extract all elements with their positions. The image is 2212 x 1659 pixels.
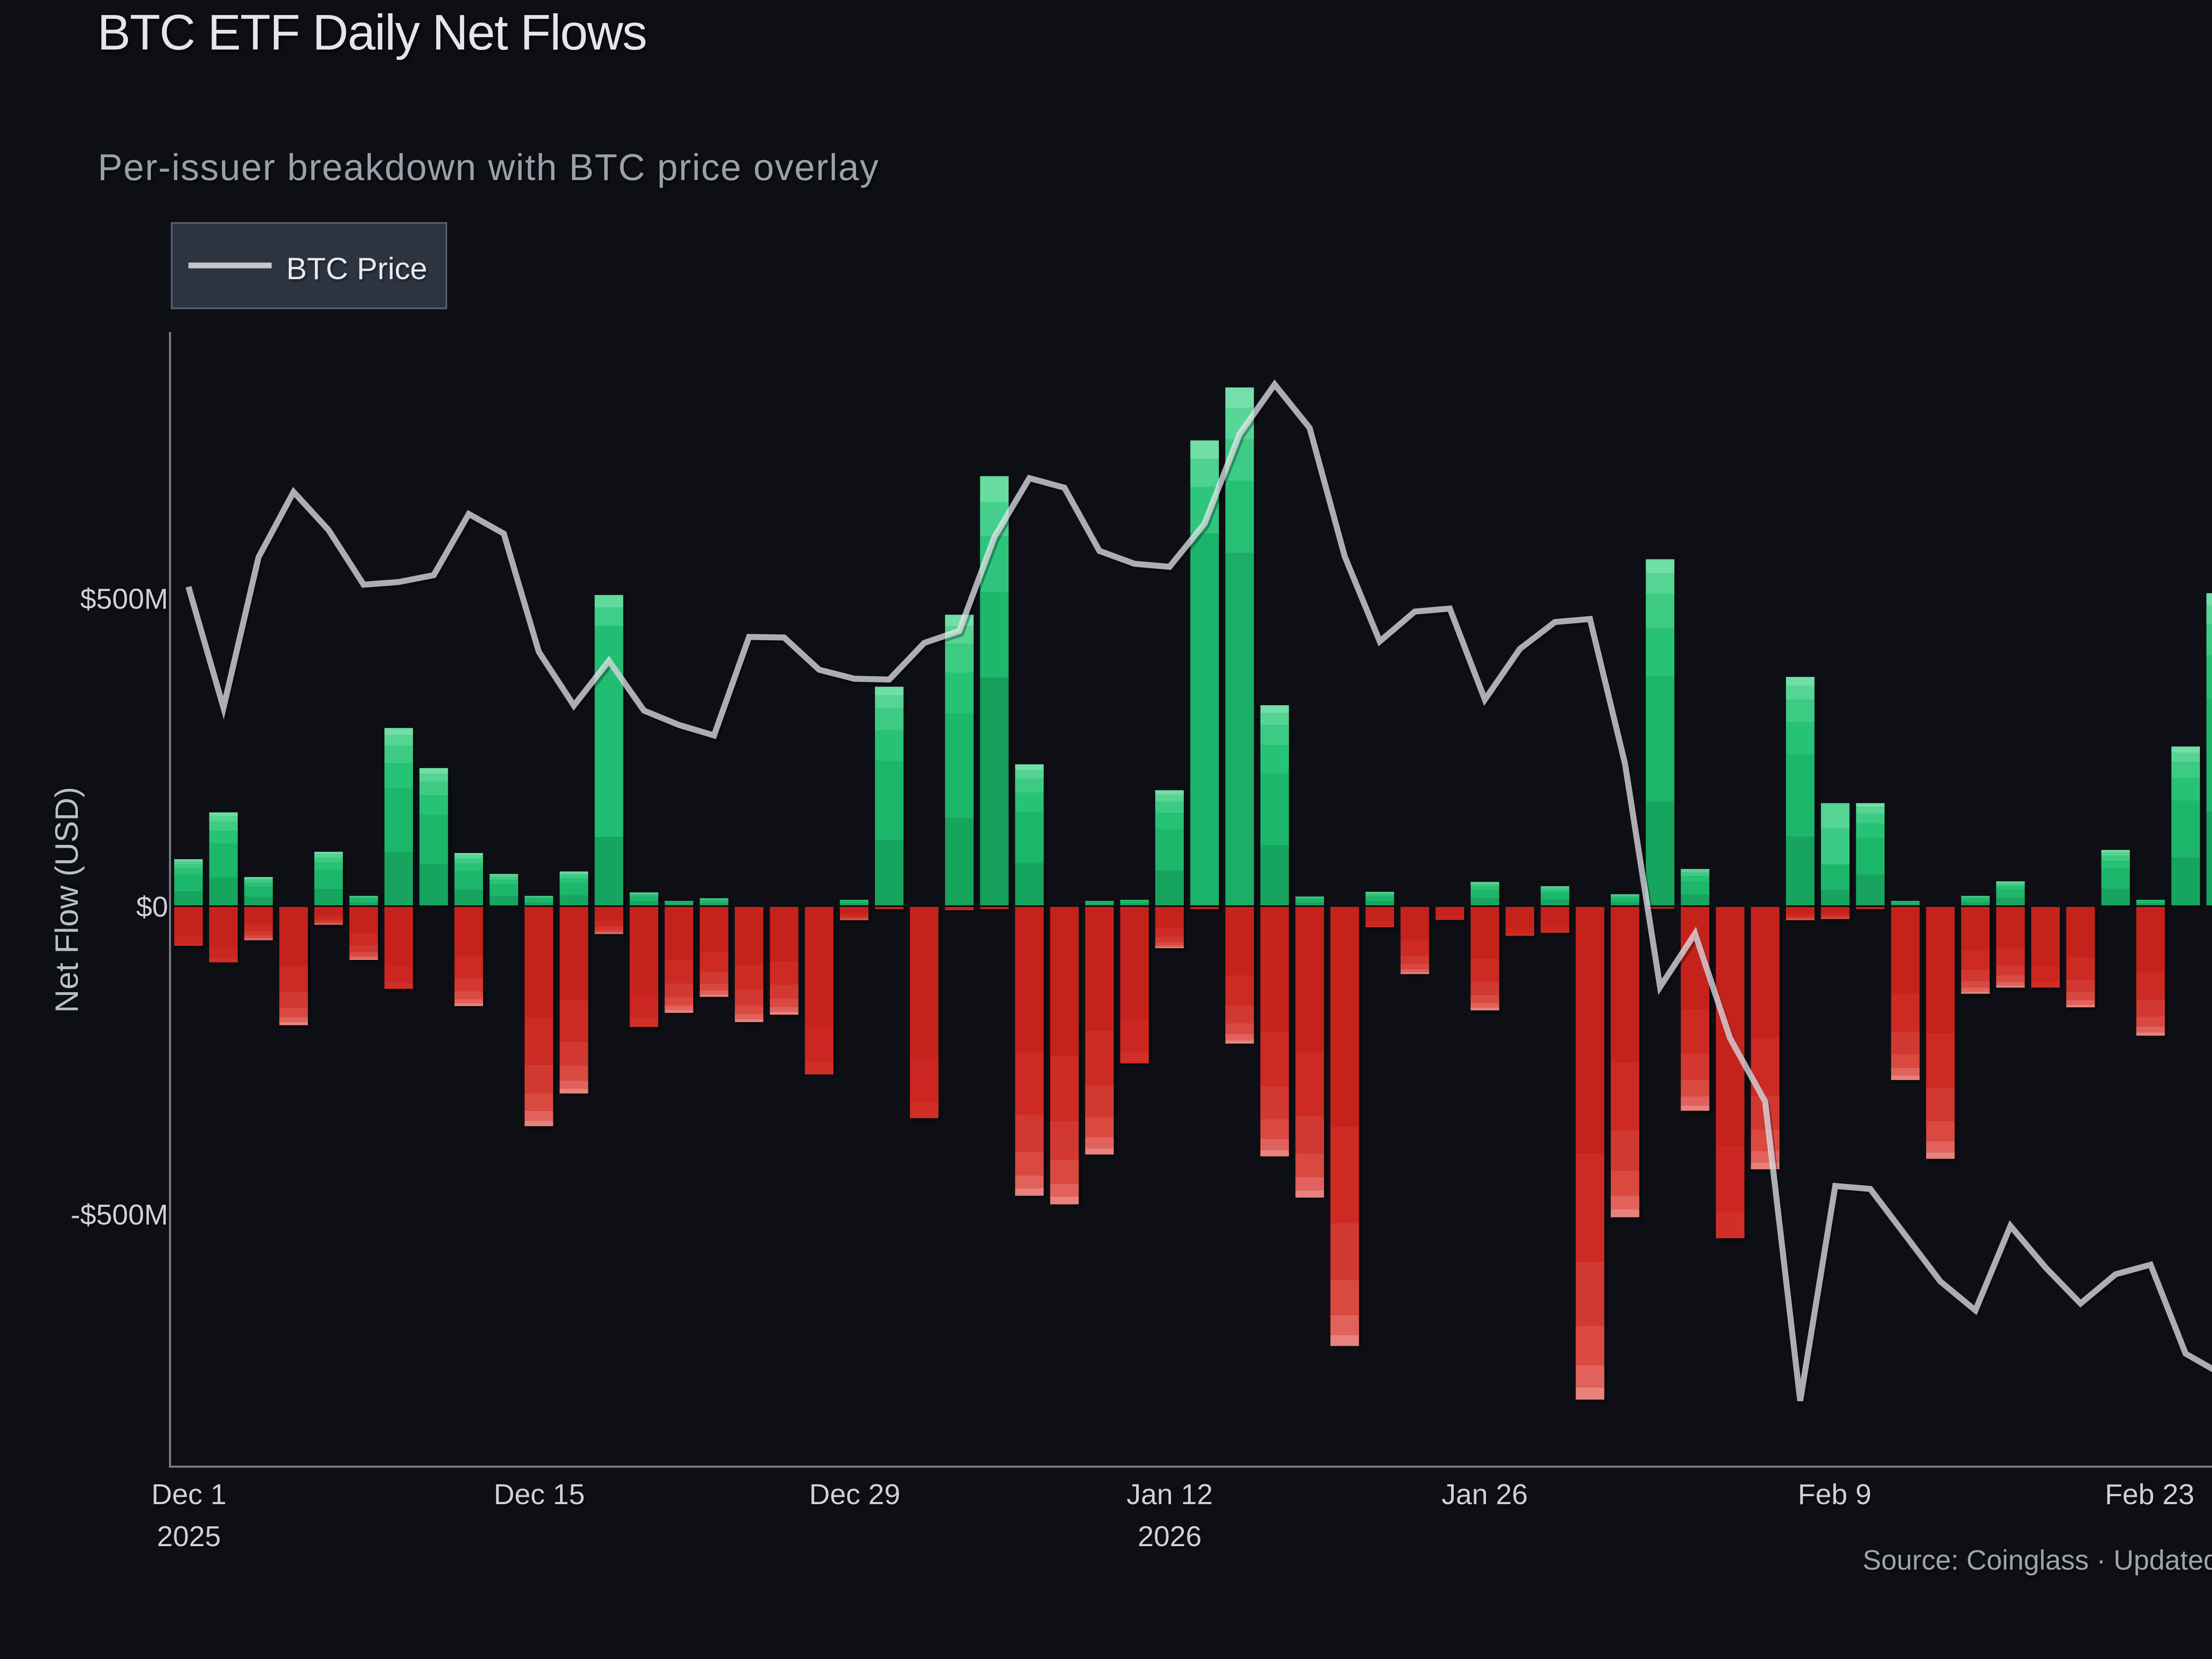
- svg-text:BTC ETF Daily Net Flows: BTC ETF Daily Net Flows: [97, 4, 646, 60]
- svg-text:Dec 29: Dec 29: [809, 1478, 900, 1510]
- svg-text:BTC Price: BTC Price: [286, 251, 427, 286]
- svg-text:Net Flow (USD): Net Flow (USD): [49, 787, 85, 1013]
- svg-text:$500M: $500M: [80, 583, 168, 615]
- svg-text:$0: $0: [136, 891, 168, 923]
- svg-text:Jan 26: Jan 26: [1441, 1478, 1528, 1510]
- svg-text:Feb 9: Feb 9: [1798, 1478, 1871, 1510]
- svg-text:Feb 23: Feb 23: [2105, 1478, 2194, 1510]
- svg-text:2025: 2025: [157, 1520, 221, 1552]
- svg-text:Per-issuer breakdown with BTC: Per-issuer breakdown with BTC price over…: [98, 146, 879, 188]
- svg-text:Dec 1: Dec 1: [151, 1478, 227, 1510]
- svg-text:Dec 15: Dec 15: [494, 1478, 585, 1510]
- svg-text:Source: Coinglass · Updated: F: Source: Coinglass · Updated: Feb 26, 202…: [1863, 1545, 2212, 1576]
- svg-text:-$500M: -$500M: [71, 1198, 168, 1231]
- svg-text:Jan 12: Jan 12: [1126, 1478, 1213, 1510]
- svg-text:2026: 2026: [1138, 1520, 1202, 1552]
